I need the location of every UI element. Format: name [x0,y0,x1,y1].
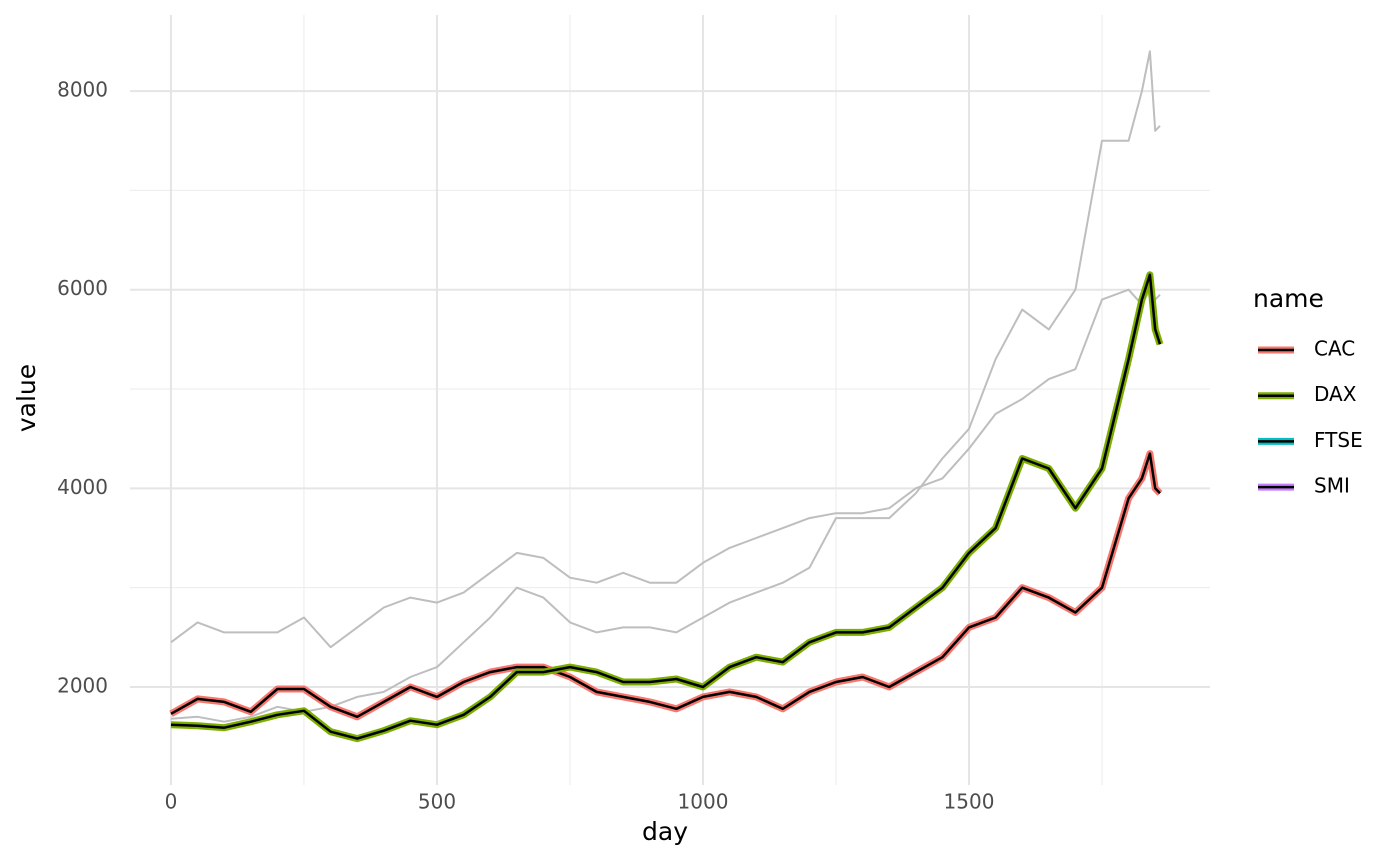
highlight-line-core [170,452,1161,719]
x-tick-label: 1500 [944,790,995,814]
y-tick-label: 6000 [57,276,108,300]
legend-label: DAX [1314,382,1357,406]
background-line [170,288,1161,649]
y-axis-title: value [12,364,41,432]
y-tick-label: 8000 [57,78,108,102]
highlight-line-core [170,273,1162,740]
x-tick-label: 0 [165,790,178,814]
x-axis-title: day [642,817,688,846]
x-tick-label: 500 [418,790,456,814]
highlight-line [170,271,1164,743]
legend-title: name [1253,284,1324,313]
y-tick-label: 4000 [57,475,108,499]
background-line [170,50,1161,723]
legend-label: SMI [1314,474,1350,498]
legend-label: CAC [1314,337,1355,361]
x-tick-label: 1000 [678,790,729,814]
legend-label: FTSE [1314,428,1363,452]
y-tick-label: 2000 [57,673,108,697]
